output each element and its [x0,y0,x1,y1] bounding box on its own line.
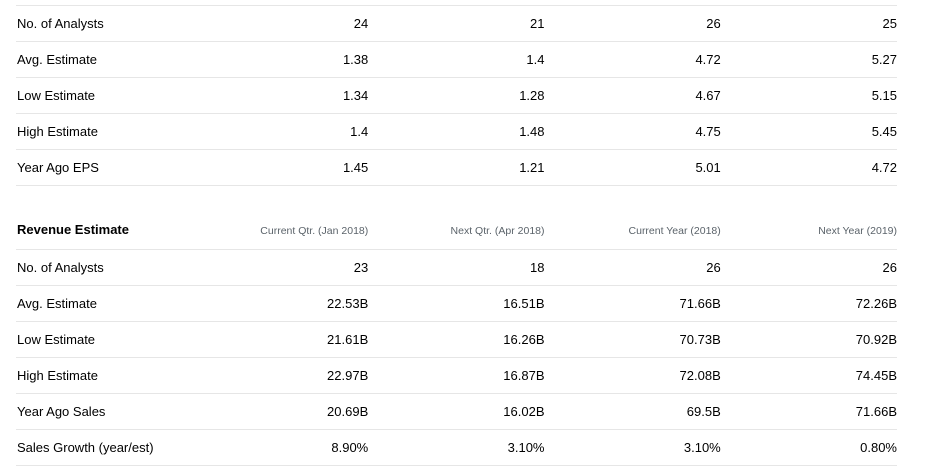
cell-value: 71.66B [679,296,721,311]
column-header: Next Year (2019) [818,225,897,237]
cell-value: 1.38 [342,52,369,67]
row-label: High Estimate [17,124,98,139]
cell-value: 23 [353,260,369,275]
cell-value: 20.69B [327,404,369,419]
row-label: Year Ago EPS [17,160,99,175]
cell-value: 69.5B [686,404,721,419]
table-row: Year Ago Sales 20.69B 16.02B 69.5B 71.66… [16,394,897,430]
table-row: Year Ago EPS 1.45 1.21 5.01 4.72 [16,150,897,186]
cell-value: 1.45 [342,160,369,175]
revenue-estimate-table: Revenue Estimate Current Qtr. (Jan 2018)… [16,208,897,466]
cell-value: 70.92B [855,332,897,347]
row-label: Low Estimate [17,332,96,347]
cell-value: 26 [706,16,721,31]
cell-value: 1.28 [519,88,545,103]
cell-value: 1.21 [519,160,545,175]
cell-value: 16.26B [503,332,545,347]
row-label: Year Ago Sales [17,404,106,419]
cell-value: 70.73B [679,332,721,347]
cell-value: 3.10% [507,440,545,455]
column-header: Current Year (2018) [628,225,721,237]
column-header: Next Qtr. (Apr 2018) [450,225,545,237]
cell-value: 1.4 [526,52,545,67]
table-row: Avg. Estimate 22.53B 16.51B 71.66B 72.26… [16,286,897,322]
table-row: High Estimate 1.4 1.48 4.75 5.45 [16,114,897,150]
column-header: Current Qtr. (Jan 2018) [260,225,369,237]
cell-value: 71.66B [855,404,897,419]
cell-value: 4.72 [871,160,897,175]
row-label: High Estimate [17,368,98,383]
row-label: Low Estimate [17,88,96,103]
cell-value: 72.08B [679,368,721,383]
table-row: No. of Analysts 23 18 26 26 [16,250,897,286]
cell-value: 74.45B [855,368,897,383]
cell-value: 26 [882,260,897,275]
table-row: No. of Analysts 24 21 26 25 [16,6,897,42]
row-label: No. of Analysts [17,260,104,275]
cell-value: 4.72 [695,52,721,67]
cell-value: 72.26B [855,296,897,311]
cell-value: 18 [530,260,545,275]
section-title: Revenue Estimate [17,222,129,237]
cell-value: 4.67 [695,88,721,103]
estimates-container: No. of Analysts 24 21 26 25 Avg. Estimat… [16,0,897,466]
cell-value: 3.10% [683,440,721,455]
table-header-row: Revenue Estimate Current Qtr. (Jan 2018)… [16,208,897,250]
cell-value: 5.15 [871,88,897,103]
cell-value: 16.02B [503,404,545,419]
cell-value: 5.27 [871,52,897,67]
cell-value: 1.34 [342,88,369,103]
section-spacer [16,186,897,208]
cell-value: 22.53B [327,296,369,311]
table-row: Sales Growth (year/est) 8.90% 3.10% 3.10… [16,430,897,466]
cell-value: 21 [530,16,545,31]
cell-value: 25 [882,16,897,31]
cell-value: 26 [706,260,721,275]
cell-value: 4.75 [695,124,721,139]
row-label: No. of Analysts [17,16,104,31]
table-row: Low Estimate 21.61B 16.26B 70.73B 70.92B [16,322,897,358]
table-row: High Estimate 22.97B 16.87B 72.08B 74.45… [16,358,897,394]
cell-value: 8.90% [331,440,369,455]
cell-value: 5.45 [871,124,897,139]
row-label: Avg. Estimate [17,52,97,67]
row-label: Sales Growth (year/est) [17,440,154,455]
cell-value: 16.51B [503,296,545,311]
earnings-estimate-table: No. of Analysts 24 21 26 25 Avg. Estimat… [16,0,897,186]
cell-value: 1.4 [350,124,369,139]
cell-value: 22.97B [327,368,369,383]
cell-value: 1.48 [519,124,545,139]
cell-value: 0.80% [860,440,897,455]
table-row: Low Estimate 1.34 1.28 4.67 5.15 [16,78,897,114]
table-top-border [16,0,897,6]
row-label: Avg. Estimate [17,296,97,311]
cell-value: 24 [353,16,369,31]
cell-value: 16.87B [503,368,545,383]
cell-value: 21.61B [327,332,369,347]
cell-value: 5.01 [695,160,721,175]
table-row: Avg. Estimate 1.38 1.4 4.72 5.27 [16,42,897,78]
